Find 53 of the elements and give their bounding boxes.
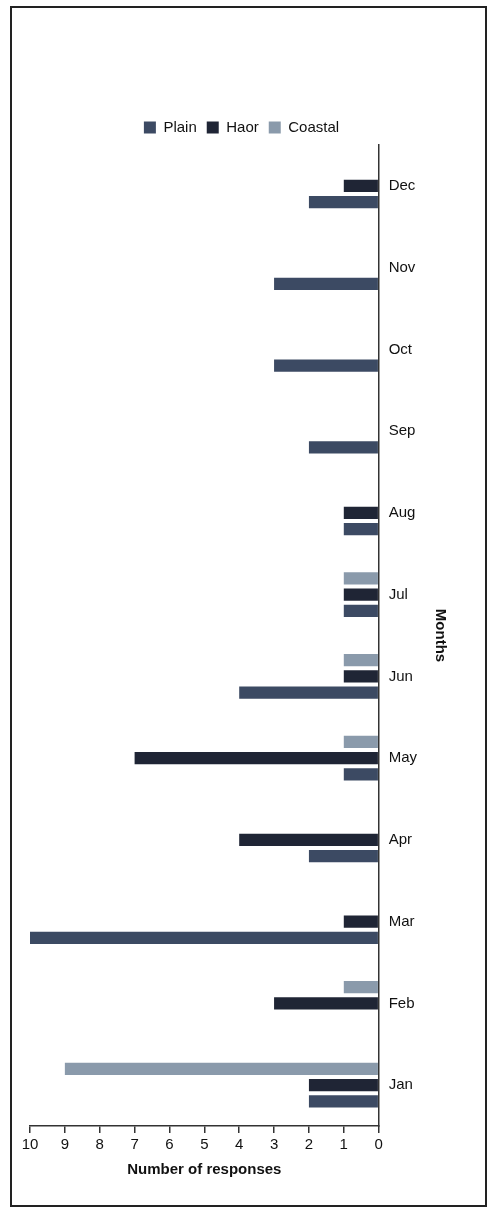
bar xyxy=(308,1078,378,1092)
bar xyxy=(239,686,378,699)
bar xyxy=(308,196,378,209)
x-tick-label: 8 xyxy=(95,1135,104,1153)
bar xyxy=(343,523,378,536)
x-tick-label: 10 xyxy=(21,1135,39,1153)
x-tick-label: 0 xyxy=(374,1135,383,1153)
bar xyxy=(343,653,378,667)
legend-label: Plain xyxy=(163,117,197,135)
x-tick-label: 6 xyxy=(165,1135,174,1153)
x-tick-label: 3 xyxy=(269,1135,279,1153)
x-tick-label: 1 xyxy=(339,1135,348,1153)
y-tick-label: Aug xyxy=(388,503,416,521)
x-tick-label: 9 xyxy=(60,1135,70,1153)
x-tick-label: 5 xyxy=(200,1135,209,1153)
y-tick-label: Mar xyxy=(388,911,415,929)
y-tick-label: Oct xyxy=(388,339,413,357)
bar xyxy=(343,604,378,618)
bar xyxy=(343,572,378,585)
bar xyxy=(343,670,378,683)
bar xyxy=(64,1062,378,1075)
y-tick-label: Jan xyxy=(388,1075,413,1093)
bar xyxy=(274,997,378,1010)
bar xyxy=(343,179,378,193)
y-tick-label: Apr xyxy=(388,830,413,848)
y-tick-label: Feb xyxy=(388,993,415,1011)
bar xyxy=(134,751,378,765)
y-axis-title: Months xyxy=(432,608,450,663)
bar xyxy=(274,359,378,372)
bar xyxy=(343,735,378,748)
bar xyxy=(308,850,378,863)
bar xyxy=(308,441,378,454)
y-tick-label: Sep xyxy=(388,421,416,439)
bar xyxy=(239,833,378,847)
y-tick-label: Dec xyxy=(388,176,416,194)
y-tick-label: May xyxy=(388,748,418,766)
legend-label: Haor xyxy=(226,117,259,135)
bar xyxy=(30,931,378,945)
bar xyxy=(343,768,378,781)
bar xyxy=(343,915,378,928)
bar xyxy=(343,980,378,994)
legend-label: Coastal xyxy=(288,117,340,135)
bar xyxy=(274,277,378,291)
bar xyxy=(343,588,378,601)
bar xyxy=(308,1095,378,1108)
x-tick-label: 2 xyxy=(304,1135,314,1153)
y-tick-label: Jun xyxy=(388,666,413,684)
x-axis-title: Number of responses xyxy=(127,1160,282,1178)
y-tick-label: Nov xyxy=(388,257,416,275)
bar xyxy=(343,506,378,520)
x-tick-label: 7 xyxy=(130,1135,139,1153)
y-tick-label: Jul xyxy=(388,584,408,602)
x-tick-label: 4 xyxy=(235,1135,244,1153)
